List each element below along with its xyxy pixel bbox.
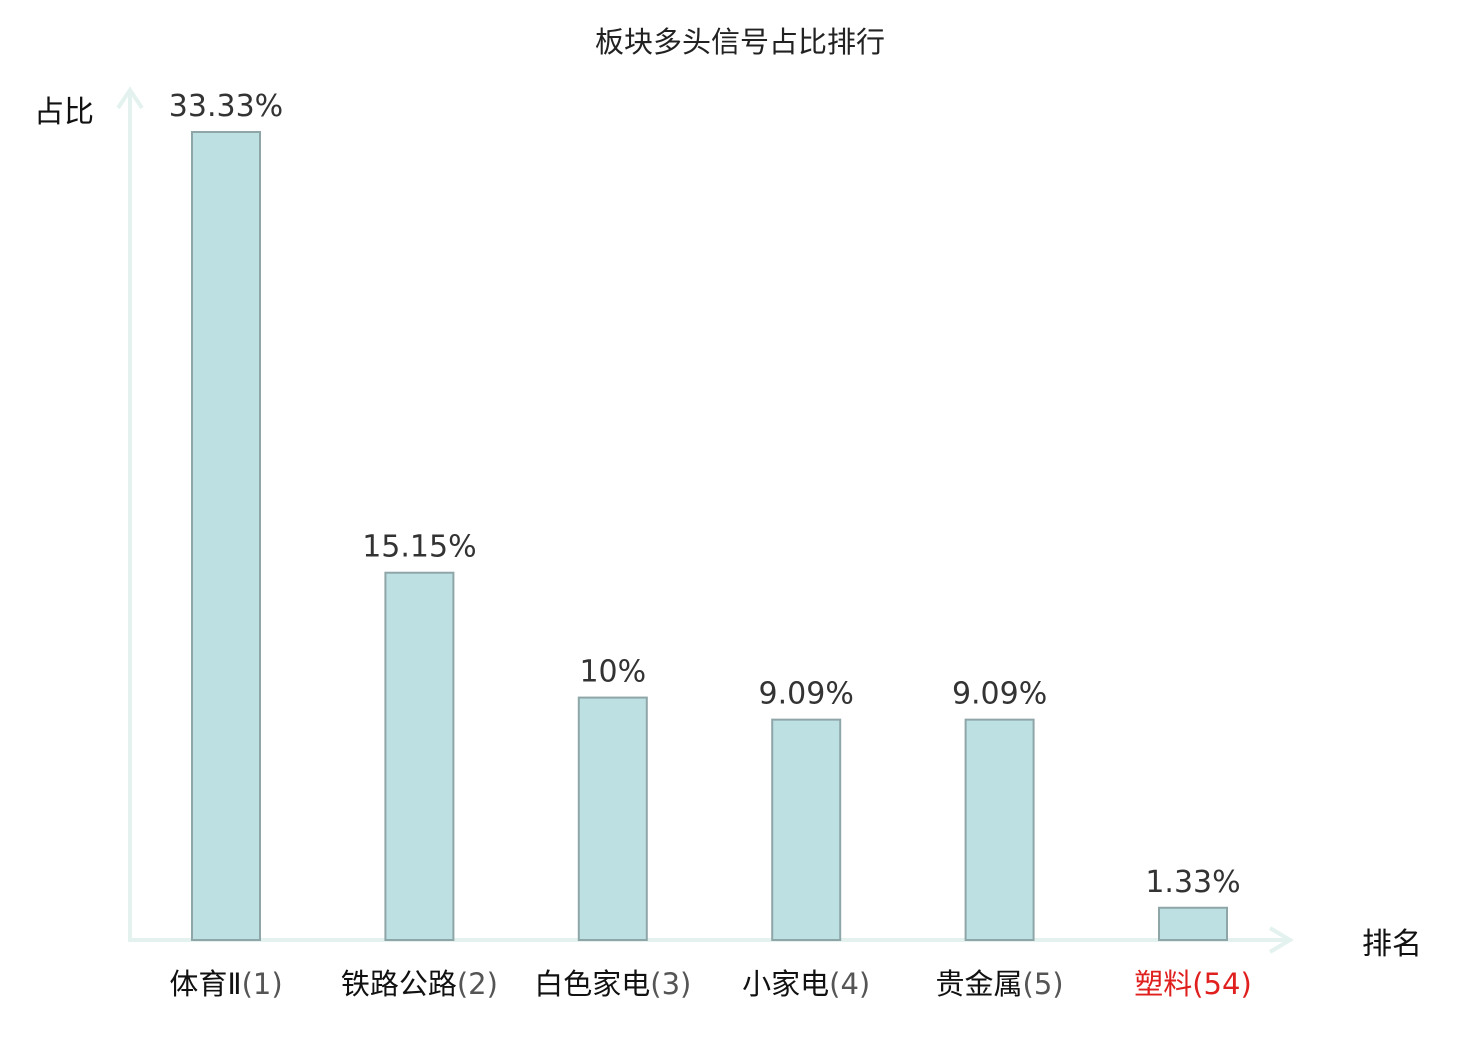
bars — [191, 131, 1228, 942]
bar — [771, 718, 842, 941]
category-rank: (1) — [242, 967, 283, 1001]
bar-value-label: 15.15% — [362, 530, 476, 565]
category-rank: (5) — [1023, 967, 1064, 1001]
category-label: 白色家电(3) — [534, 967, 691, 1001]
category-name: 小家电 — [742, 967, 829, 1001]
value-labels: 33.33% 15.15% 10% 9.09% 9.09% 1.33% — [169, 89, 1241, 900]
chart-title: 板块多头信号占比排行 — [595, 25, 885, 59]
category-name: 铁路公路 — [341, 967, 457, 1001]
category-name: 体育Ⅱ — [169, 967, 241, 1001]
category-rank: (4) — [829, 967, 870, 1001]
bar — [191, 131, 261, 941]
bar-value-label: 9.09% — [952, 677, 1047, 712]
bar — [577, 696, 648, 941]
bar — [1158, 906, 1228, 941]
category-label: 体育Ⅱ(1) — [169, 967, 282, 1001]
x-axis-label: 排名 — [1362, 927, 1422, 962]
category-labels: 体育Ⅱ(1) 铁路公路(2) 白色家电(3) 小家电(4) 贵金属(5) 塑料(54) — [169, 967, 1251, 1001]
category-rank: (54) — [1192, 967, 1252, 1001]
category-rank: (2) — [457, 967, 498, 1001]
bar-value-label: 33.33% — [169, 89, 283, 124]
category-rank: (3) — [650, 967, 691, 1001]
axes — [116, 86, 1294, 954]
category-label: 塑料(54) — [1134, 967, 1252, 1001]
category-label: 铁路公路(2) — [341, 967, 498, 1001]
bar-value-label: 1.33% — [1145, 865, 1240, 900]
bar-value-label: 9.09% — [759, 677, 854, 712]
category-name: 白色家电 — [534, 967, 650, 1001]
bar — [964, 718, 1035, 941]
category-name: 塑料 — [1134, 967, 1192, 1001]
x-axis-arrow — [1268, 926, 1294, 954]
category-label: 小家电(4) — [742, 967, 870, 1001]
y-axis-label: 占比 — [34, 95, 94, 130]
category-name: 贵金属 — [936, 967, 1023, 1001]
bar-value-label: 10% — [579, 655, 646, 690]
y-axis-arrow — [116, 86, 144, 110]
category-label: 贵金属(5) — [936, 967, 1064, 1001]
bar — [384, 571, 455, 942]
